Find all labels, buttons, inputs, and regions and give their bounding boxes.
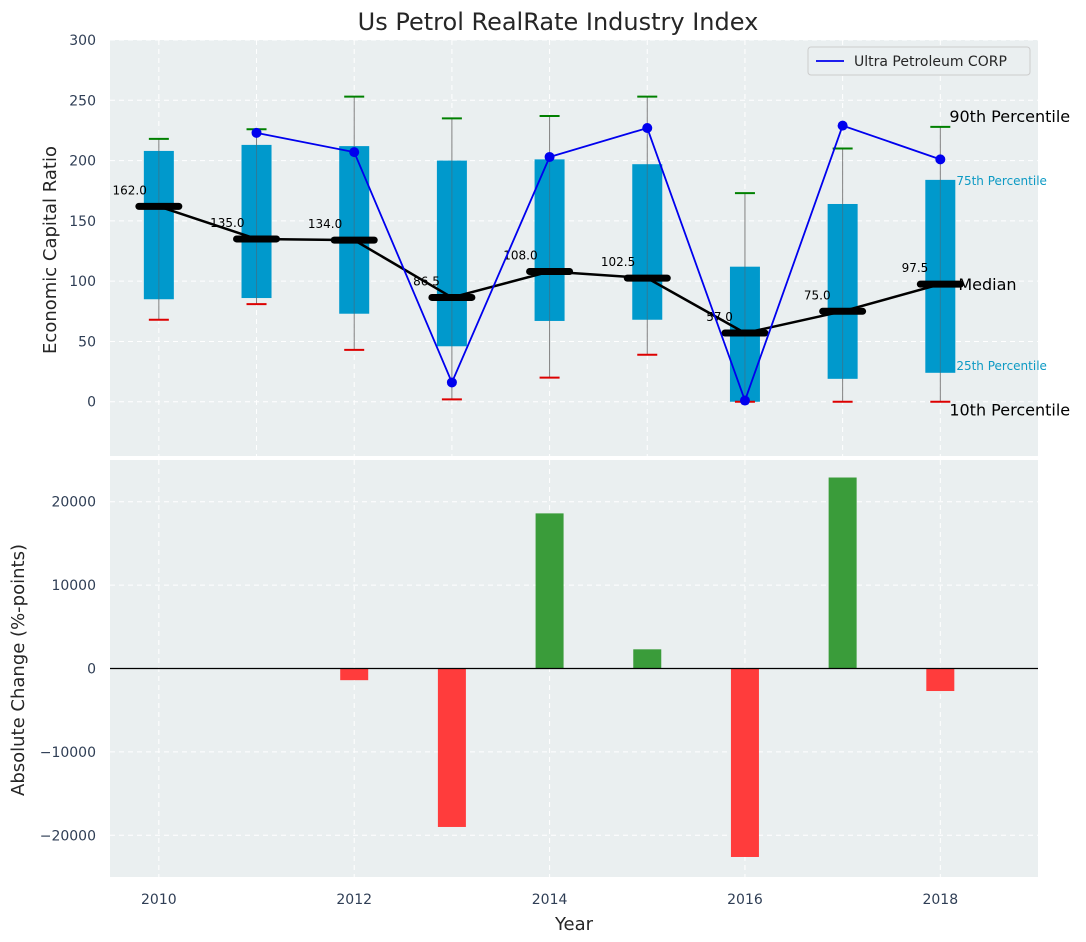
annotation-median: Median: [958, 275, 1016, 294]
bottom-y-tick-label: 10000: [51, 578, 96, 594]
median-value-label: 86.5: [413, 274, 440, 288]
change-bar: [926, 668, 955, 692]
chart-title: Us Petrol RealRate Industry Index: [358, 8, 759, 36]
bottom-y-tick-label: −10000: [40, 745, 96, 761]
series-line: [256, 124, 941, 404]
legend: Ultra Petroleum CORP: [807, 46, 1031, 76]
change-bar: [633, 649, 662, 669]
median-value-label: 57.0: [706, 310, 733, 324]
top-y-tick-label: 250: [69, 93, 96, 109]
change-bar: [437, 668, 466, 827]
series-point: [935, 154, 946, 165]
x-tick-label: 2012: [336, 892, 372, 908]
change-bar: [535, 513, 564, 669]
median-value-label: 97.5: [902, 261, 929, 275]
top-y-tick-label: 150: [69, 214, 96, 230]
x-tick-label: 2014: [532, 892, 568, 908]
series-point: [446, 377, 457, 388]
annotation-25th-percentile: 25th Percentile: [956, 359, 1047, 373]
top-y-axis-title: Economic Capital Ratio: [40, 146, 61, 354]
median-value-label: 134.0: [308, 217, 342, 231]
series-point: [544, 151, 555, 162]
x-tick-label: 2010: [141, 892, 177, 908]
top-y-tick-label: 200: [69, 154, 96, 170]
median-value-label: 108.0: [503, 249, 537, 263]
bottom-y-tick-label: 0: [87, 662, 96, 678]
top-y-tick-label: 100: [69, 274, 96, 290]
median-value-label: 75.0: [804, 288, 831, 302]
legend-entry: Ultra Petroleum CORP: [854, 54, 1007, 70]
bottom-y-tick-label: −20000: [40, 828, 96, 844]
top-y-tick-label: 0: [87, 395, 96, 411]
annotation-10th-percentile: 10th Percentile: [949, 401, 1070, 420]
series-point: [642, 123, 653, 134]
bottom-y-tick-label: 20000: [51, 495, 96, 511]
annotation-75th-percentile: 75th Percentile: [956, 174, 1047, 188]
median-value-label: 135.0: [210, 216, 244, 230]
series-point: [251, 127, 262, 138]
top-y-tick-label: 300: [69, 33, 96, 49]
annotation-90th-percentile: 90th Percentile: [949, 107, 1070, 126]
x-tick-label: 2018: [922, 892, 958, 908]
change-bar: [340, 668, 369, 681]
series-point: [739, 395, 750, 406]
panel-separator: [110, 456, 1038, 460]
series-point: [837, 120, 848, 131]
change-bar: [730, 668, 759, 857]
x-tick-label: 2016: [727, 892, 763, 908]
top-panel: 0 50 100 150 200 250 300 162.0 135.0 134.0 86.5 108…: [69, 33, 1070, 460]
bottom-y-axis-title: Absolute Change (%-points): [8, 544, 29, 796]
x-axis-title: Year: [554, 914, 594, 935]
legend-box: [807, 46, 1031, 76]
series-point: [349, 147, 360, 158]
change-bar: [828, 477, 857, 669]
median-value-label: 102.5: [601, 255, 635, 269]
median-value-label: 162.0: [112, 183, 146, 197]
bottom-panel: 2010 2012 2014 2016 2018 −20000 −10000 0 10000 20…: [40, 460, 1038, 908]
top-y-tick-label: 50: [78, 334, 96, 350]
